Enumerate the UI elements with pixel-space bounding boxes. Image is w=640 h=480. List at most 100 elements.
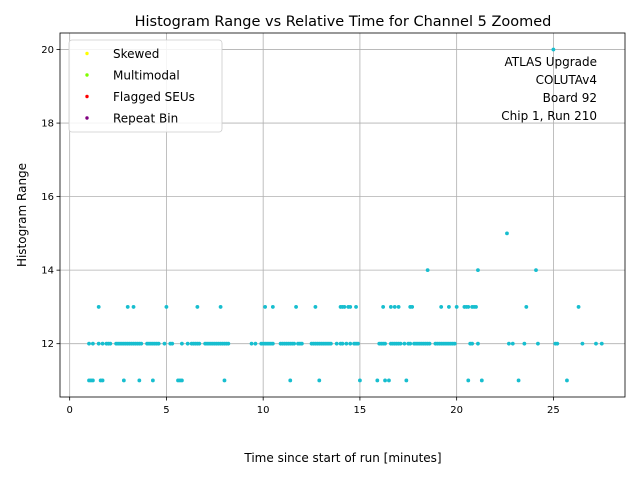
data-point xyxy=(139,341,144,346)
x-axis-ticks: 0 5 10 15 20 25 xyxy=(66,397,560,416)
x-tick-label: 0 xyxy=(66,405,72,416)
data-point xyxy=(96,341,101,346)
data-point xyxy=(536,341,540,346)
data-point xyxy=(387,378,391,383)
legend-marker xyxy=(85,116,89,120)
data-point xyxy=(551,47,556,52)
data-point xyxy=(162,341,167,346)
y-tick-label: 16 xyxy=(41,192,54,203)
data-point xyxy=(402,341,407,346)
data-point xyxy=(356,341,360,346)
data-point xyxy=(328,341,333,346)
x-tick-label: 25 xyxy=(547,405,560,416)
data-point xyxy=(404,378,409,383)
data-point xyxy=(470,341,475,346)
data-point xyxy=(452,341,457,346)
data-point xyxy=(354,305,358,309)
data-point xyxy=(180,378,184,383)
data-point xyxy=(534,268,538,273)
data-point xyxy=(447,305,451,309)
data-point xyxy=(476,268,480,273)
annotation-line: COLUTAv4 xyxy=(536,73,597,87)
data-point xyxy=(392,305,397,309)
data-point xyxy=(121,378,126,383)
x-tick-label: 10 xyxy=(257,405,270,416)
data-point xyxy=(156,341,161,346)
data-point xyxy=(100,378,105,383)
data-point xyxy=(100,341,105,346)
data-point xyxy=(125,305,130,309)
data-point xyxy=(383,341,387,346)
data-point xyxy=(427,341,432,346)
data-point xyxy=(313,305,318,309)
data-point xyxy=(342,305,347,309)
data-point xyxy=(340,341,345,346)
legend-box xyxy=(68,39,223,133)
data-point xyxy=(180,341,184,346)
data-point xyxy=(108,341,113,346)
data-point xyxy=(137,378,142,383)
y-tick-label: 14 xyxy=(41,266,54,277)
data-point xyxy=(270,305,275,309)
data-point xyxy=(263,305,268,309)
annotation-line: ATLAS Upgrade xyxy=(504,55,597,69)
y-axis-ticks: 12 14 16 18 20 xyxy=(41,45,60,350)
x-axis-label: Time since start of run [minutes] xyxy=(243,451,441,465)
run-info-annotation: ATLAS Upgrade COLUTAv4 Board 92 Chip 1, Run… xyxy=(501,55,597,123)
data-point xyxy=(599,341,604,346)
data-point xyxy=(410,305,415,309)
data-point xyxy=(479,378,484,383)
data-point xyxy=(522,341,527,346)
x-tick-label: 15 xyxy=(354,405,367,416)
data-point xyxy=(524,305,529,309)
y-tick-label: 18 xyxy=(41,119,54,130)
y-tick-label: 12 xyxy=(41,339,54,350)
y-axis-label: Histogram Range xyxy=(15,163,29,267)
data-point xyxy=(466,378,471,383)
data-point xyxy=(87,341,91,346)
data-point xyxy=(348,341,353,346)
data-point xyxy=(292,341,297,346)
chart-title: Histogram Range vs Relative Time for Cha… xyxy=(135,14,552,30)
data-point xyxy=(253,341,258,346)
data-point xyxy=(90,378,95,383)
data-point xyxy=(150,378,155,383)
data-point xyxy=(185,341,190,346)
legend-marker xyxy=(85,73,89,77)
plot-frame xyxy=(59,32,626,398)
data-point xyxy=(594,341,598,346)
y-tick-label: 20 xyxy=(41,45,54,56)
legend-label: Multimodal xyxy=(113,69,180,83)
data-point xyxy=(516,378,521,383)
data-point xyxy=(197,341,202,346)
data-point xyxy=(381,305,386,309)
data-point xyxy=(249,341,254,346)
data-point xyxy=(317,378,322,383)
legend-marker xyxy=(85,51,89,56)
data-point xyxy=(565,378,569,383)
data-point xyxy=(425,268,430,273)
data-point xyxy=(299,341,304,346)
data-point xyxy=(454,305,459,309)
x-tick-label: 20 xyxy=(450,405,463,416)
x-tick-label: 5 xyxy=(163,405,169,416)
legend-label: Skewed xyxy=(113,47,159,61)
data-point xyxy=(439,305,444,309)
data-point xyxy=(505,231,509,236)
data-point xyxy=(555,341,560,346)
legend-marker xyxy=(85,94,89,99)
data-point xyxy=(398,341,403,346)
data-point xyxy=(507,341,511,346)
data-point xyxy=(474,305,478,309)
data-point xyxy=(96,305,101,309)
data-point xyxy=(576,305,581,309)
data-point xyxy=(466,305,471,309)
data-point xyxy=(334,341,339,346)
data-point xyxy=(288,378,293,383)
data-point xyxy=(408,341,413,346)
data-point xyxy=(375,378,380,383)
legend: Skewed Multimodal Flagged SEUs Repeat Bin xyxy=(68,39,223,133)
data-point xyxy=(476,341,480,346)
data-point xyxy=(344,341,349,346)
